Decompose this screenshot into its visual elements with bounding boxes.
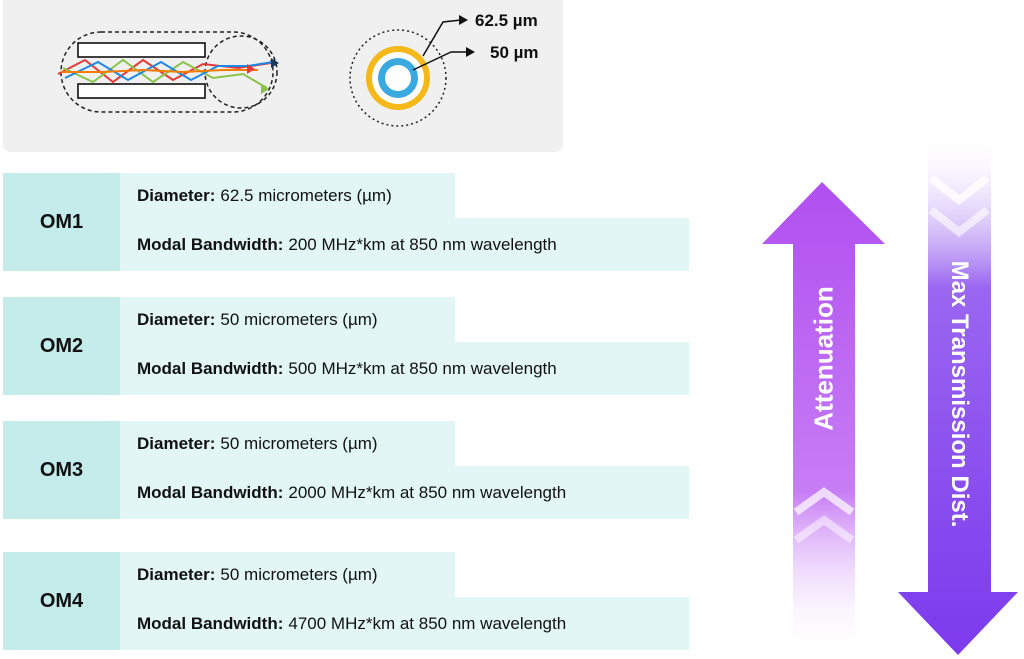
inner-diameter-label: 50 µm — [490, 43, 539, 62]
fiber-row-om2: OM2 Diameter: 50 micrometers (µm) Modal … — [3, 297, 689, 395]
diameter-key: Diameter: — [137, 433, 216, 453]
fiber-grade-label: OM4 — [3, 552, 120, 650]
fiber-row-om1: OM1 Diameter: 62.5 micrometers (µm) Moda… — [3, 173, 689, 271]
diameter-line: Diameter: 62.5 micrometers (µm) — [120, 173, 455, 218]
attenuation-arrow — [762, 182, 885, 659]
fiber-diagram-panel: 62.5 µm 50 µm — [3, 0, 563, 152]
fiber-grade-label: OM3 — [3, 421, 120, 519]
bandwidth-value: 500 MHz*km at 850 nm wavelength — [288, 358, 557, 378]
trend-arrows — [762, 130, 1018, 659]
light-ray-orange — [61, 68, 258, 74]
bandwidth-value: 2000 MHz*km at 850 nm wavelength — [288, 482, 567, 502]
bandwidth-value: 200 MHz*km at 850 nm wavelength — [288, 234, 557, 254]
fiber-row-om4: OM4 Diameter: 50 micrometers (µm) Modal … — [3, 552, 689, 650]
callout-line-outer — [422, 19, 462, 57]
diameter-key: Diameter: — [137, 309, 216, 329]
callout-arrow-outer — [459, 15, 468, 25]
bandwidth-key: Modal Bandwidth: — [137, 613, 284, 633]
bandwidth-line: Modal Bandwidth: 500 MHz*km at 850 nm wa… — [120, 342, 689, 395]
diameter-line: Diameter: 50 micrometers (µm) — [120, 552, 455, 597]
diameter-value: 50 micrometers (µm) — [220, 433, 378, 453]
distance-chevron — [928, 174, 990, 206]
bandwidth-key: Modal Bandwidth: — [137, 482, 284, 502]
bandwidth-line: Modal Bandwidth: 4700 MHz*km at 850 nm w… — [120, 597, 689, 650]
diameter-line: Diameter: 50 micrometers (µm) — [120, 421, 455, 466]
attenuation-label: Attenuation — [808, 286, 839, 431]
diameter-value: 50 micrometers (µm) — [220, 564, 378, 584]
callout-arrow-inner — [466, 47, 475, 57]
core-center — [385, 65, 411, 91]
bandwidth-line: Modal Bandwidth: 2000 MHz*km at 850 nm w… — [120, 466, 689, 519]
cladding-bottom — [77, 83, 206, 99]
transmission-distance-arrow — [898, 130, 1018, 655]
diameter-value: 62.5 micrometers (µm) — [220, 185, 392, 205]
fiber-grade-label: OM2 — [3, 297, 120, 395]
ray-tip-blue — [271, 58, 279, 68]
bandwidth-value: 4700 MHz*km at 850 nm wavelength — [288, 613, 567, 633]
bandwidth-key: Modal Bandwidth: — [137, 358, 284, 378]
ray-tip-green — [261, 84, 269, 94]
distance-chevron — [928, 206, 990, 238]
trend-arrows-panel: Attenuation Max Transmission Dist. — [700, 130, 1024, 659]
diameter-value: 50 micrometers (µm) — [220, 309, 378, 329]
callout-line-inner — [412, 51, 468, 71]
diameter-key: Diameter: — [137, 185, 216, 205]
bandwidth-line: Modal Bandwidth: 200 MHz*km at 850 nm wa… — [120, 218, 689, 271]
cross-section-outline — [349, 29, 447, 127]
ray-tip-red — [247, 64, 255, 74]
cable-outline — [60, 31, 274, 113]
fiber-row-om3: OM3 Diameter: 50 micrometers (µm) Modal … — [3, 421, 689, 519]
attenuation-chevron — [793, 515, 855, 544]
fiber-grade-label: OM1 — [3, 173, 120, 271]
transmission-distance-label: Max Transmission Dist. — [946, 260, 973, 528]
diameter-line: Diameter: 50 micrometers (µm) — [120, 297, 455, 342]
cable-end-outline — [204, 35, 278, 109]
bandwidth-key: Modal Bandwidth: — [137, 234, 284, 254]
diameter-key: Diameter: — [137, 564, 216, 584]
attenuation-chevron — [793, 487, 855, 516]
cladding-top — [77, 42, 206, 58]
outer-diameter-label: 62.5 µm — [475, 11, 538, 30]
fiber-diagram: 62.5 µm 50 µm — [57, 11, 539, 127]
